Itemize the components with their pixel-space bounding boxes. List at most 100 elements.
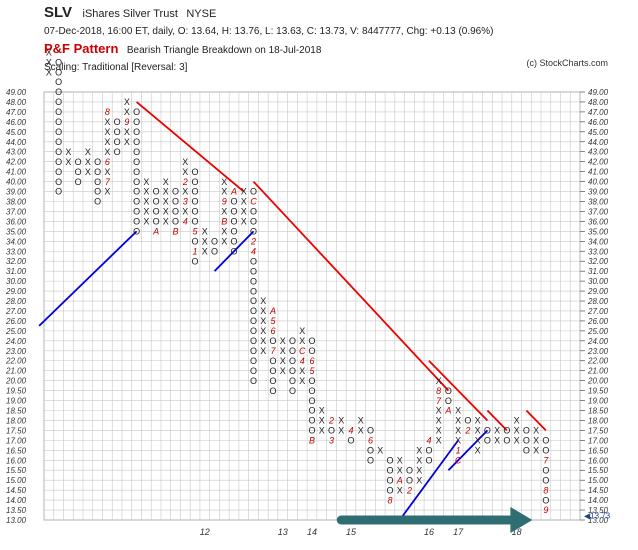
- y-tick-label-right: 26.00: [587, 317, 609, 326]
- y-tick-label-left: 14.00: [6, 496, 27, 505]
- o-mark: O: [55, 177, 62, 187]
- y-tick-label-right: 27.00: [587, 307, 609, 316]
- x-mark: X: [533, 426, 539, 436]
- x-mark: X: [436, 406, 442, 416]
- o-mark: O: [250, 207, 257, 217]
- y-tick-label-right: 42.00: [588, 158, 609, 167]
- y-tick-label-left: 31.00: [6, 267, 27, 276]
- x-mark: X: [143, 217, 149, 227]
- last-price-label: ◀13.73: [584, 511, 611, 520]
- y-tick-label-right: 49.00: [588, 88, 609, 97]
- o-mark: O: [172, 197, 179, 207]
- o-mark: O: [192, 207, 199, 217]
- x-mark: X: [299, 326, 305, 336]
- plot-area: [43, 91, 581, 521]
- o-mark: O: [192, 177, 199, 187]
- x-mark: X: [202, 246, 208, 256]
- o-mark: O: [192, 237, 199, 247]
- o-mark: O: [55, 57, 62, 67]
- x-mark: X: [514, 426, 520, 436]
- o-mark: O: [250, 217, 257, 227]
- y-tick-label-right: 31.00: [588, 267, 609, 276]
- o-mark: O: [55, 157, 62, 167]
- y-tick-label-right: 35.00: [588, 227, 609, 236]
- o-mark: O: [75, 177, 82, 187]
- month-marker: A: [269, 306, 276, 316]
- month-marker: 7: [436, 396, 442, 406]
- y-tick-label-right: 13.50: [588, 506, 609, 515]
- y-tick-label-left: 49.00: [6, 88, 27, 97]
- o-mark: O: [55, 67, 62, 77]
- o-mark: O: [270, 356, 277, 366]
- o-mark: O: [386, 465, 393, 475]
- x-mark: X: [514, 436, 520, 446]
- x-mark: X: [124, 107, 130, 117]
- month-marker: A: [152, 227, 159, 237]
- o-mark: O: [94, 167, 101, 177]
- x-mark: X: [182, 187, 188, 197]
- o-mark: O: [308, 396, 315, 406]
- y-tick-label-right: 34.00: [588, 237, 609, 246]
- year-label: 16: [424, 527, 434, 537]
- month-marker: C: [299, 346, 306, 356]
- y-tick-label-left: 20.00: [5, 377, 27, 386]
- o-mark: O: [406, 465, 413, 475]
- scaling-text: Scaling: Traditional [Reversal: 3]: [44, 62, 188, 73]
- x-mark: X: [241, 197, 247, 207]
- x-mark: X: [299, 336, 305, 346]
- y-tick-label-right: 13.00: [588, 516, 609, 525]
- x-mark: X: [280, 366, 286, 376]
- month-marker: 9: [124, 117, 129, 127]
- o-mark: O: [153, 207, 160, 217]
- o-mark: O: [270, 336, 277, 346]
- x-mark: X: [143, 197, 149, 207]
- x-mark: X: [241, 187, 247, 197]
- o-mark: O: [289, 386, 296, 396]
- o-mark: O: [172, 187, 179, 197]
- o-mark: O: [250, 316, 257, 326]
- o-mark: O: [55, 167, 62, 177]
- o-mark: O: [386, 485, 393, 495]
- o-mark: O: [114, 117, 121, 127]
- y-tick-label-right: 24.00: [587, 337, 609, 346]
- ticker-symbol: SLV: [44, 4, 73, 21]
- y-tick-label-left: 22.00: [5, 357, 27, 366]
- o-mark: O: [133, 177, 140, 187]
- x-mark: X: [260, 336, 266, 346]
- o-mark: O: [367, 455, 374, 465]
- o-mark: O: [503, 436, 510, 446]
- x-mark: X: [436, 426, 442, 436]
- month-marker: 1: [193, 246, 198, 256]
- y-tick-label-right: 18.00: [588, 416, 609, 425]
- x-mark: X: [202, 227, 208, 237]
- o-mark: O: [425, 446, 432, 456]
- x-mark: X: [202, 237, 208, 247]
- y-tick-label-right: 23.00: [587, 347, 609, 356]
- o-mark: O: [308, 386, 315, 396]
- y-tick-label-right: 22.00: [587, 357, 609, 366]
- o-mark: O: [94, 157, 101, 167]
- o-mark: O: [308, 406, 315, 416]
- month-marker: 4: [183, 217, 188, 227]
- month-marker: C: [455, 455, 462, 465]
- x-mark: X: [494, 426, 500, 436]
- month-marker: 5: [193, 227, 199, 237]
- y-tick-label-left: 35.00: [6, 227, 27, 236]
- x-mark: X: [494, 436, 500, 446]
- month-marker: B: [173, 227, 179, 237]
- o-mark: O: [289, 366, 296, 376]
- x-mark: X: [182, 207, 188, 217]
- x-mark: X: [319, 416, 325, 426]
- x-mark: X: [46, 57, 52, 67]
- month-marker: 1: [456, 446, 461, 456]
- x-mark: X: [104, 147, 110, 157]
- x-mark: X: [475, 426, 481, 436]
- o-mark: O: [192, 197, 199, 207]
- o-mark: O: [367, 426, 374, 436]
- month-marker: 2: [406, 485, 412, 495]
- o-mark: O: [289, 336, 296, 346]
- y-tick-label-left: 27.00: [5, 307, 27, 316]
- x-mark: X: [124, 97, 130, 107]
- x-mark: X: [514, 416, 520, 426]
- x-mark: X: [475, 446, 481, 456]
